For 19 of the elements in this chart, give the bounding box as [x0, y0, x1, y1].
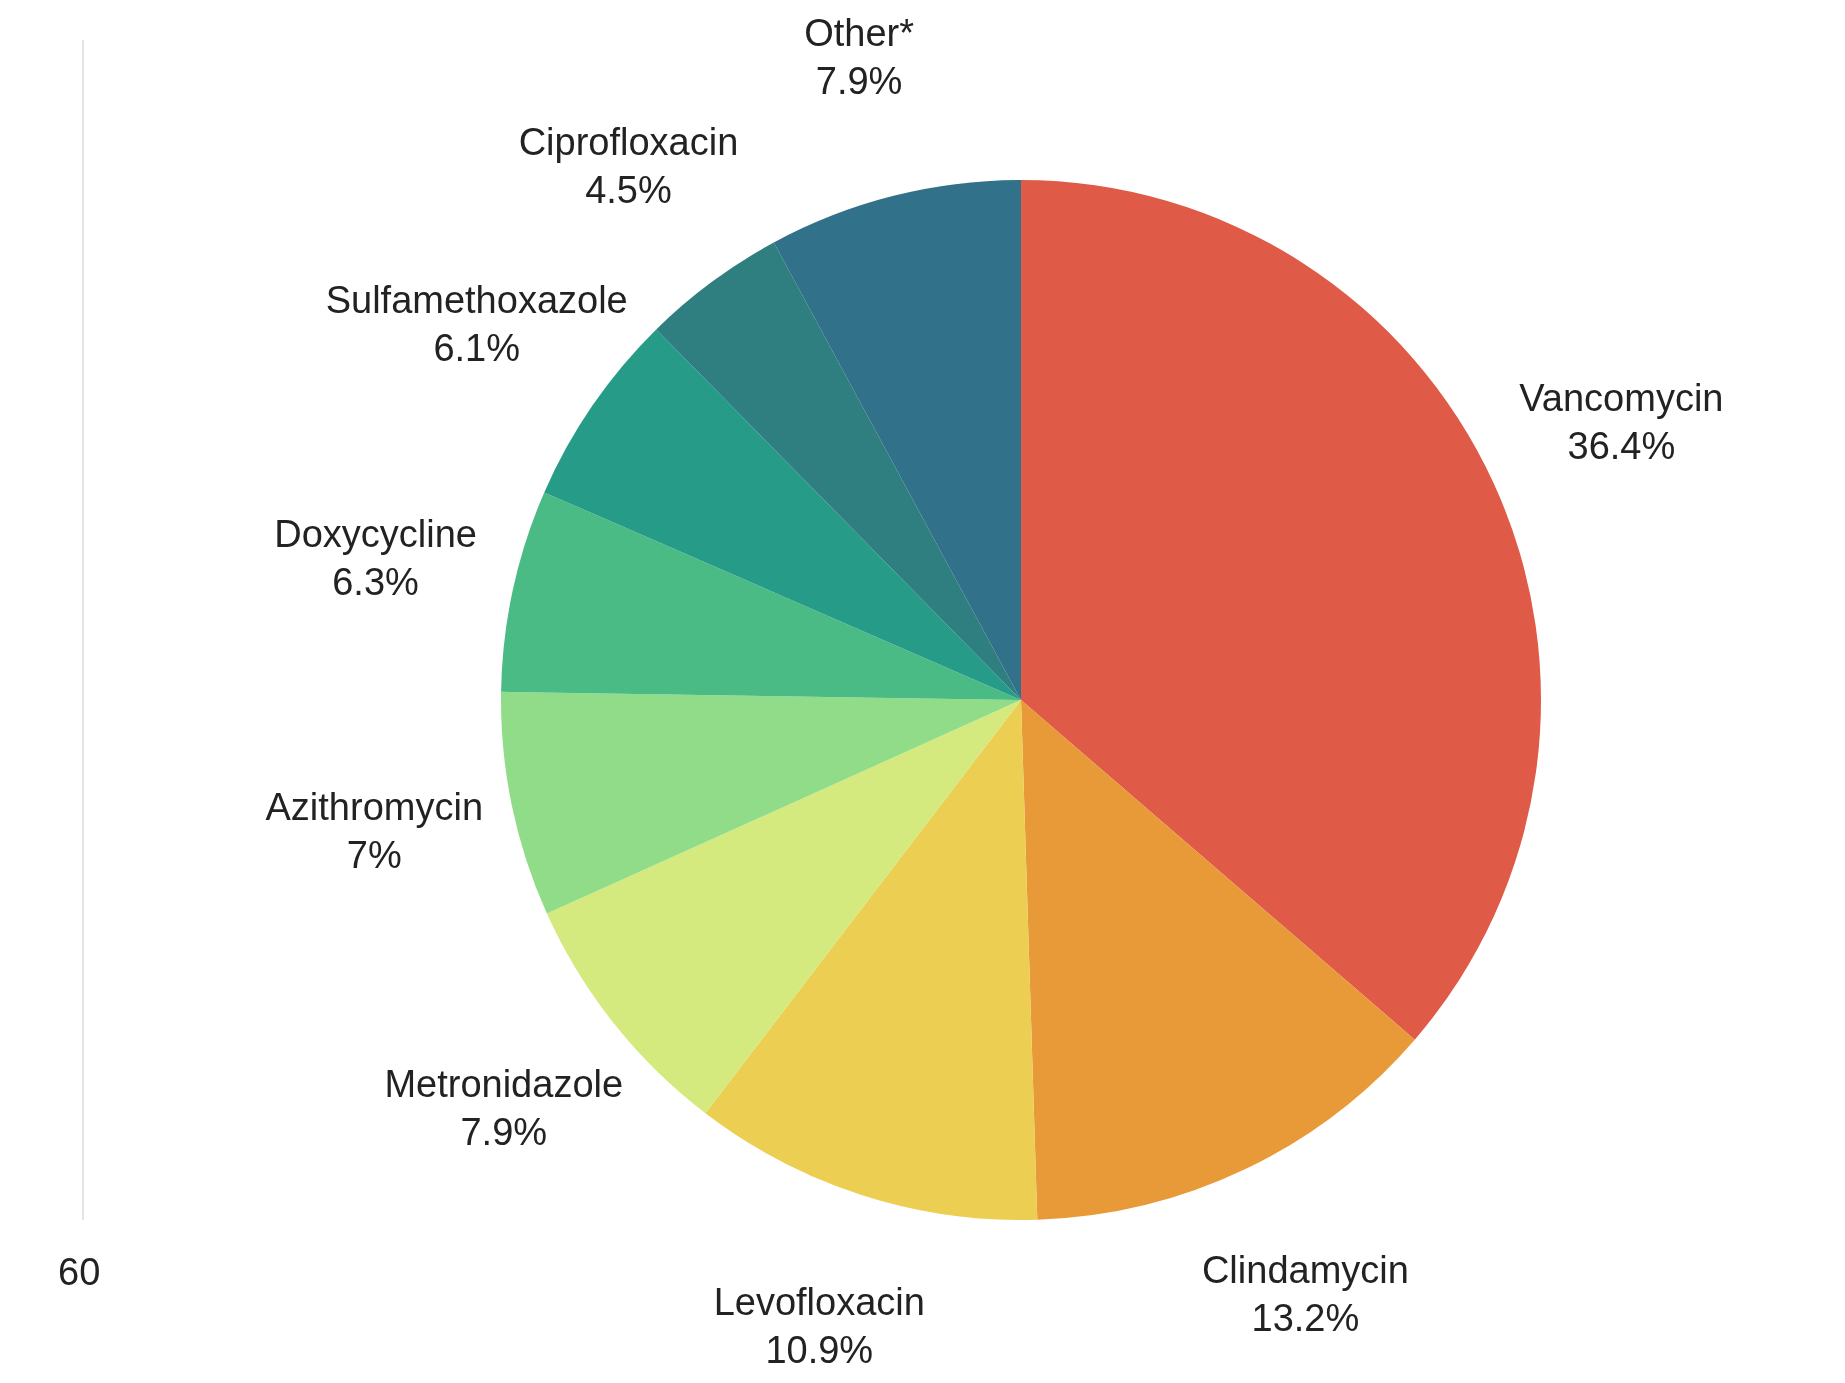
data-label: 6.3% — [332, 560, 419, 603]
slice-label: Clindamycin — [1201, 1248, 1409, 1291]
slice-label: Sulfamethoxazole — [325, 278, 628, 321]
data-label: 7.9% — [815, 60, 903, 103]
data-label: 10.9% — [765, 1329, 874, 1372]
slice-label: Levofloxacin — [713, 1281, 925, 1324]
data-label: 4.5% — [585, 169, 672, 212]
slice-label: Metronidazole — [384, 1063, 624, 1106]
slice-label: Doxycycline — [274, 512, 477, 555]
slice-label: Ciprofloxacin — [518, 121, 739, 164]
data-label: 7.9% — [460, 1111, 548, 1154]
data-label: 13.2% — [1251, 1296, 1360, 1339]
slice-label: Other* — [804, 12, 915, 55]
data-label: 6.1% — [433, 326, 520, 369]
slice-label: Azithromycin — [265, 786, 484, 829]
text: 60 — [58, 1251, 101, 1294]
data-label: 7% — [346, 834, 402, 877]
slice-label: Vancomycin — [1519, 377, 1724, 420]
data-label: 36.4% — [1567, 425, 1676, 468]
